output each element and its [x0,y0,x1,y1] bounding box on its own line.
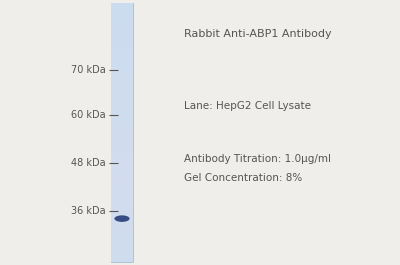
Bar [111,94,133,100]
Bar [111,9,133,16]
Bar [111,256,133,262]
Bar [111,158,133,165]
Bar [111,204,133,210]
Bar [111,126,133,132]
Bar [111,249,133,256]
Text: 70 kDa: 70 kDa [71,65,106,75]
Bar [111,87,133,94]
Bar [111,178,133,184]
Bar [111,35,133,42]
Bar [111,243,133,249]
Bar [111,184,133,191]
Bar [111,3,133,262]
Bar [111,42,133,48]
Text: Rabbit Anti-ABP1 Antibody: Rabbit Anti-ABP1 Antibody [184,29,332,39]
Bar [111,230,133,236]
Bar [111,145,133,152]
Bar [111,81,133,87]
Bar [111,100,133,107]
Bar [111,113,133,120]
Bar [111,61,133,68]
Text: Lane: HepG2 Cell Lysate: Lane: HepG2 Cell Lysate [184,101,311,111]
Text: Gel Concentration: 8%: Gel Concentration: 8% [184,173,302,183]
Bar [111,120,133,126]
Bar [111,223,133,230]
Bar [111,22,133,29]
Bar [111,68,133,74]
Bar [111,197,133,204]
Ellipse shape [114,215,130,222]
Bar [111,171,133,178]
Text: Antibody Titration: 1.0μg/ml: Antibody Titration: 1.0μg/ml [184,154,331,164]
Bar [111,48,133,55]
Bar [111,55,133,61]
Bar [111,107,133,113]
Bar [111,16,133,22]
Bar [111,191,133,197]
Bar [111,132,133,139]
Bar [111,29,133,35]
Bar [111,3,133,9]
Bar [111,210,133,217]
Bar [111,236,133,243]
Bar [111,217,133,223]
Bar [111,165,133,171]
Bar [111,74,133,81]
Bar [111,152,133,158]
Text: 60 kDa: 60 kDa [71,110,106,120]
Text: 48 kDa: 48 kDa [71,158,106,168]
Text: 36 kDa: 36 kDa [71,206,106,216]
Bar [111,139,133,145]
